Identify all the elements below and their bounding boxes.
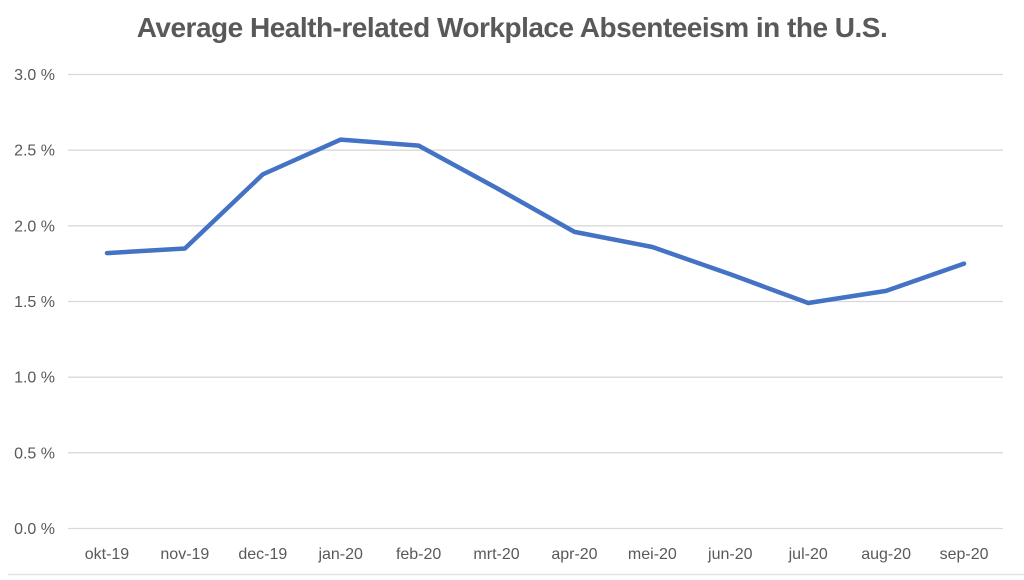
y-tick-label: 1.5 % — [14, 294, 55, 311]
y-tick-label: 0.5 % — [14, 445, 55, 462]
y-tick-label: 2.5 % — [14, 143, 55, 160]
x-tick-label: jun-20 — [707, 546, 753, 563]
y-tick-label: 0.0 % — [14, 521, 55, 538]
x-tick-label: dec-19 — [238, 546, 287, 563]
x-tick-label: jan-20 — [317, 546, 363, 563]
x-tick-label: jul-20 — [788, 546, 828, 563]
x-tick-label: sep-20 — [940, 546, 989, 563]
chart-title: Average Health-related Workplace Absente… — [136, 12, 888, 43]
x-tick-label: apr-20 — [551, 546, 597, 563]
x-tick-label: okt-19 — [85, 546, 130, 563]
x-tick-label: nov-19 — [160, 546, 209, 563]
x-tick-label: feb-20 — [396, 546, 441, 563]
y-tick-label: 3.0 % — [14, 67, 55, 84]
y-tick-label: 1.0 % — [14, 370, 55, 387]
y-tick-label: 2.0 % — [14, 218, 55, 235]
x-tick-label: mei-20 — [628, 546, 677, 563]
x-tick-label: aug-20 — [861, 546, 911, 563]
x-tick-label: mrt-20 — [473, 546, 519, 563]
absenteeism-line — [104, 137, 967, 306]
